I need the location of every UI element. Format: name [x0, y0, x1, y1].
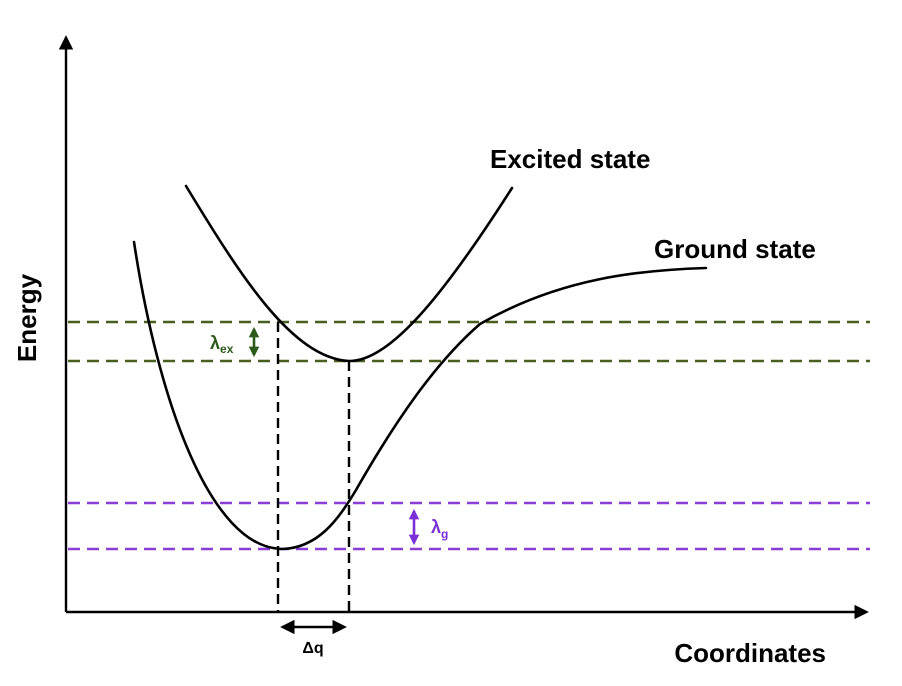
excited-state-label: Excited state	[490, 144, 650, 174]
delta-q-label: Δq	[302, 640, 323, 657]
lambda-g-symbol: λ	[431, 517, 441, 537]
x-axis-label: Coordinates	[674, 638, 826, 668]
ground-state-curve	[132, 240, 708, 551]
lambda-ex-label: λex	[210, 333, 234, 356]
lambda-g-label: λg	[431, 517, 448, 541]
y-axis-label: Energy	[12, 273, 42, 362]
lambda-ex-symbol: λ	[210, 333, 220, 353]
lambda-ex-subscript: ex	[220, 342, 234, 356]
excited-state-curve	[184, 184, 514, 363]
ground-state-label: Ground state	[654, 234, 816, 264]
lambda-g-subscript: g	[441, 527, 448, 541]
